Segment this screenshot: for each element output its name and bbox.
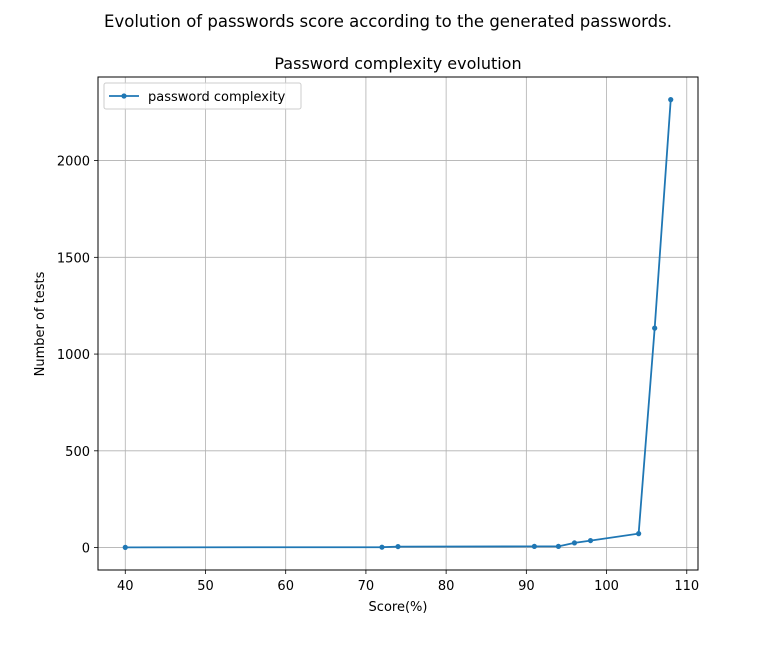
legend: password complexity bbox=[103, 82, 302, 110]
y-tick-label: 1000 bbox=[57, 348, 90, 363]
data-point bbox=[395, 543, 401, 550]
ticks: 40 50 60 70 80 90 100 110 0 500 1000 1500 2000 bbox=[57, 155, 699, 594]
data-point bbox=[122, 544, 128, 550]
x-tick-label: 110 bbox=[674, 579, 699, 594]
chart-title: Password complexity evolution bbox=[274, 54, 521, 73]
series-layer bbox=[122, 97, 674, 550]
x-tick-label: 80 bbox=[438, 579, 455, 594]
data-point bbox=[531, 543, 537, 549]
series-line-0 bbox=[125, 99, 672, 549]
y-tick-label: 0 bbox=[82, 542, 90, 557]
data-point bbox=[571, 540, 578, 546]
y-tick-label: 500 bbox=[65, 445, 90, 460]
x-tick-label: 70 bbox=[358, 579, 375, 594]
data-point bbox=[555, 543, 562, 549]
y-tick-label: 2000 bbox=[57, 155, 90, 170]
y-tick-label: 1500 bbox=[57, 251, 90, 266]
x-tick-label: 40 bbox=[117, 579, 134, 594]
plot-area bbox=[97, 76, 699, 571]
x-tick-label: 100 bbox=[594, 579, 619, 594]
data-point bbox=[668, 97, 674, 103]
data-point bbox=[379, 544, 385, 550]
legend-marker-sample bbox=[121, 93, 127, 99]
legend-box bbox=[103, 82, 302, 110]
x-tick-label: 60 bbox=[277, 579, 294, 594]
x-tick-label: 50 bbox=[197, 579, 214, 594]
grid bbox=[98, 77, 698, 570]
figure-suptitle: Evolution of passwords score according t… bbox=[104, 12, 672, 31]
data-point bbox=[636, 531, 642, 537]
data-point bbox=[587, 537, 594, 544]
x-tick-label: 90 bbox=[518, 579, 535, 594]
x-axis-label: Score(%) bbox=[369, 600, 428, 615]
y-axis-label: Number of tests bbox=[33, 271, 48, 376]
data-point bbox=[652, 325, 658, 331]
legend-label: password complexity bbox=[148, 90, 286, 105]
